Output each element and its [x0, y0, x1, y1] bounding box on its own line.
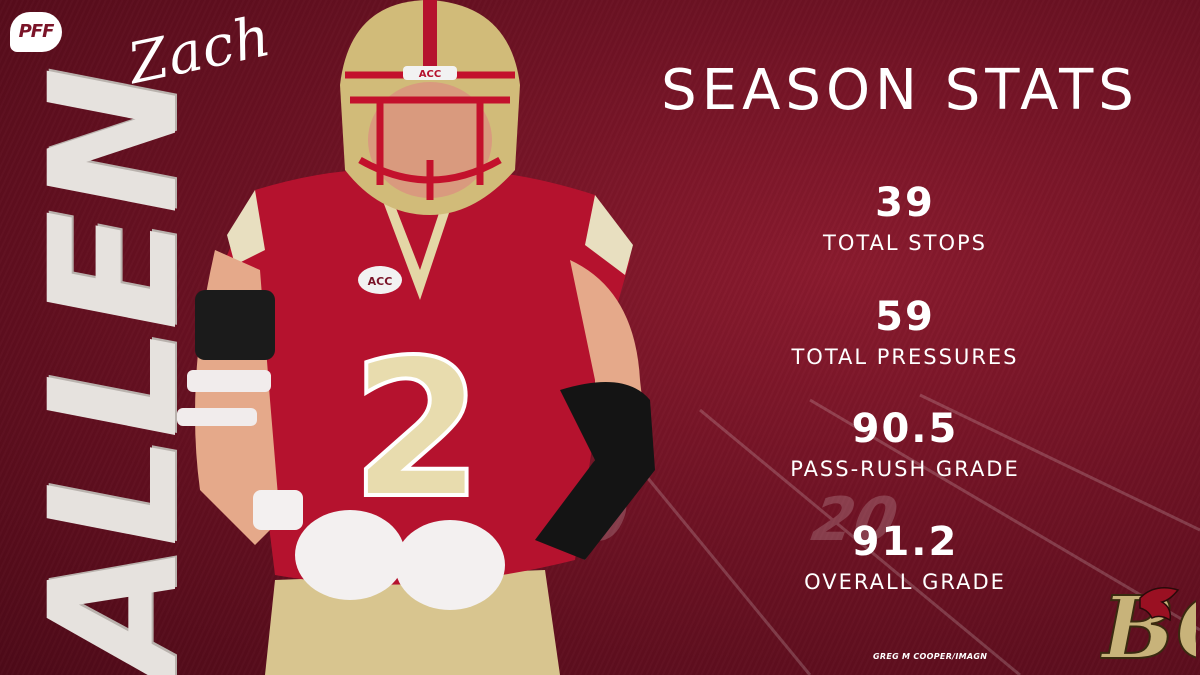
page-title: SEASON STATS	[661, 58, 1139, 123]
stat-pass-rush-grade: 90.5 PASS-RUSH GRADE	[660, 409, 1150, 481]
stat-label: TOTAL PRESSURES	[791, 345, 1019, 369]
svg-text:2: 2	[351, 319, 483, 540]
player-photo: 2 ACC ACC	[177, 0, 655, 675]
stat-value: 39	[875, 180, 935, 226]
stat-value: 90.5	[851, 406, 959, 452]
stat-total-stops: 39 TOTAL STOPS	[660, 183, 1150, 255]
svg-text:ACC: ACC	[368, 275, 393, 288]
stat-total-pressures: 59 TOTAL PRESSURES	[660, 297, 1150, 369]
stat-value: 91.2	[851, 519, 959, 565]
pff-logo: PFF	[10, 12, 62, 56]
svg-text:BC: BC	[1100, 578, 1196, 668]
stat-value: 59	[875, 294, 935, 340]
stat-label: OVERALL GRADE	[804, 570, 1006, 594]
stat-label: PASS-RUSH GRADE	[790, 457, 1020, 481]
eagle-monogram-icon: BC	[1100, 578, 1196, 668]
stat-overall-grade: 91.2 OVERALL GRADE	[660, 522, 1150, 594]
photo-credit: GREG M COOPER/IMAGN	[873, 652, 988, 661]
svg-text:ACC: ACC	[419, 69, 441, 80]
stat-label: TOTAL STOPS	[823, 231, 987, 255]
